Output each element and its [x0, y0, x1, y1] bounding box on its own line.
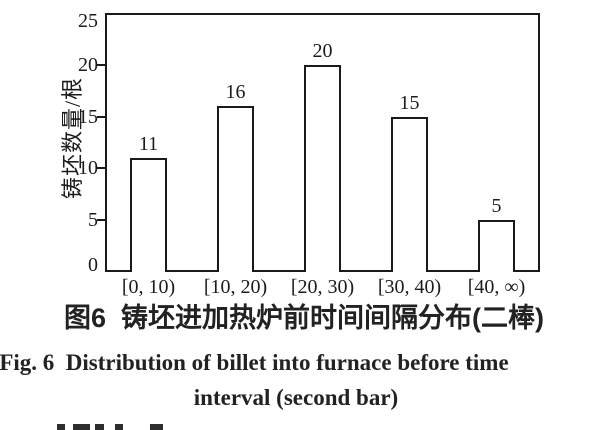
y-axis-tick-mark [97, 167, 105, 170]
figure-caption-chinese: 图6 铸坯进加热炉前时间间隔分布(二棒) [63, 303, 544, 333]
y-axis-title: 铸坯数量/根 [60, 76, 85, 200]
cutoff-text-fragment [150, 424, 163, 430]
y-axis-tick-label: 15 [78, 105, 98, 128]
x-axis-tick-label: [10, 20) [203, 276, 268, 298]
bar [130, 158, 167, 272]
y-axis-tick-mark [97, 219, 105, 222]
x-axis-tick-label: [20, 30) [290, 276, 355, 298]
figure-caption-english-line1: Fig. 6 Distribution of billet into furna… [0, 350, 509, 375]
y-axis-tick-label: 25 [78, 10, 98, 32]
cutoff-text-fragment [115, 424, 123, 430]
y-axis-tick-mark [97, 115, 105, 118]
bar [217, 106, 254, 272]
bar-value-label: 15 [399, 91, 420, 114]
y-axis-tick-label: 10 [78, 157, 98, 180]
y-axis-tick-label: 20 [78, 53, 98, 76]
y-axis-tick-mark [97, 63, 105, 66]
x-axis-tick-label: [40, ∞) [467, 276, 526, 298]
bar [478, 220, 515, 272]
bar [391, 116, 428, 272]
bar-value-label: 5 [491, 195, 502, 218]
y-axis-tick-label: 0 [88, 254, 98, 276]
bar [304, 64, 341, 272]
x-axis-tick-label: [30, 40) [377, 276, 442, 298]
bar-value-label: 20 [312, 39, 333, 62]
bar-value-label: 16 [225, 81, 246, 104]
cutoff-text-fragment [57, 424, 65, 430]
figure-caption-english-line2: interval (second bar) [193, 385, 399, 410]
cutoff-text-fragment [95, 424, 104, 430]
y-axis-tick-label: 5 [88, 209, 98, 232]
x-axis-tick-label: [0, 10) [121, 276, 176, 298]
bar-value-label: 11 [138, 133, 159, 156]
cutoff-text-fragment [73, 424, 90, 430]
